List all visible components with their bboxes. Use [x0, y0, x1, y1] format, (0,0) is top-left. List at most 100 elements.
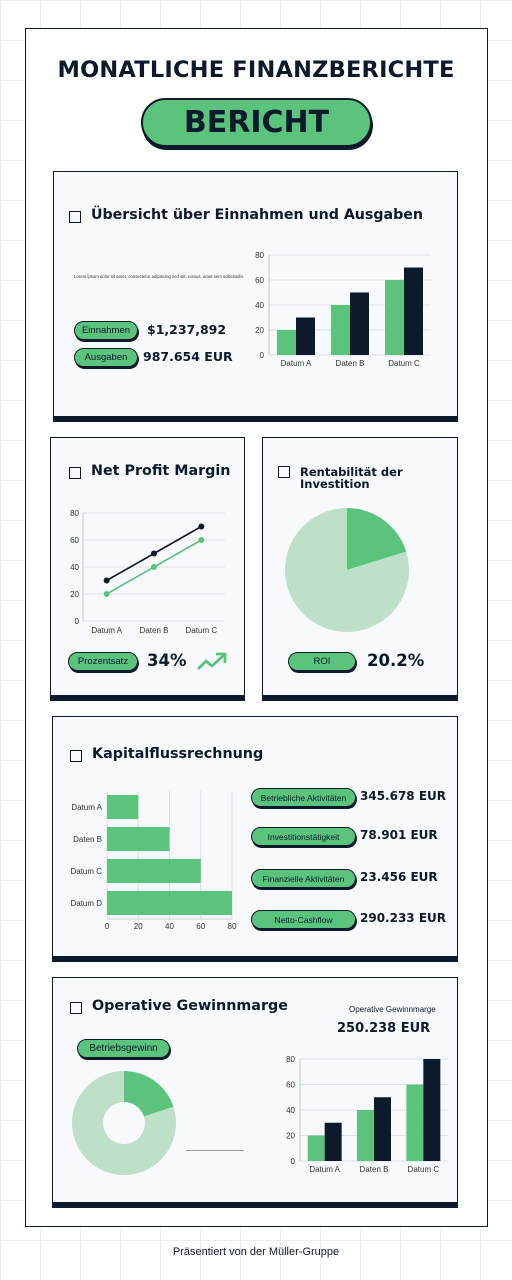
expense-pill: Ausgaben [74, 348, 138, 367]
y-tick-label: 60 [70, 536, 79, 545]
y-tick-label: 40 [70, 563, 79, 572]
data-point [103, 591, 110, 597]
divider-line [186, 1150, 244, 1151]
roi-value: 20.2% [367, 651, 425, 670]
x-tick-label: 60 [196, 922, 205, 931]
income-pill: Einnahmen [74, 321, 138, 340]
data-point [151, 564, 157, 570]
y-tick-label: 60 [286, 1081, 295, 1090]
x-tick-label: Datum A [309, 1165, 340, 1174]
bar [406, 1084, 424, 1161]
cashflow-pill-financing: Finanzielle Aktivitäten [251, 869, 356, 888]
overview-description: Lorem ipsum dolor sit amet, consectetur … [74, 274, 245, 279]
bar [307, 1135, 325, 1161]
bar [107, 827, 170, 851]
bar [385, 280, 404, 355]
bar [357, 1110, 374, 1161]
x-tick-label: 40 [165, 922, 174, 931]
net-profit-title: Net Profit Margin [69, 463, 230, 479]
data-point [198, 537, 205, 543]
x-tick-label: Datum C [388, 359, 420, 368]
operating-card: Operative Gewinnmarge Operative Gewinnma… [52, 977, 458, 1208]
y-tick-label: 60 [255, 276, 264, 285]
cashflow-pill-net: Netto-Cashflow [251, 910, 356, 929]
x-tick-label: Datum C [408, 1165, 440, 1174]
net-profit-value: 34% [147, 651, 187, 670]
operating-caption: Operative Gewinnmarge [349, 1005, 436, 1014]
bar [296, 317, 315, 355]
y-tick-label: 80 [70, 509, 79, 518]
operating-value: 250.238 EUR [337, 1021, 431, 1036]
checkbox-icon [278, 466, 290, 478]
y-tick-label: Datum D [70, 899, 102, 908]
data-point [103, 577, 110, 584]
x-tick-label: Datum A [91, 626, 122, 635]
report-badge: BERICHT [141, 98, 372, 147]
y-tick-label: 0 [260, 351, 265, 360]
pie-slice [347, 508, 407, 570]
bar [404, 267, 423, 355]
y-tick-label: 80 [255, 251, 264, 260]
y-tick-label: 40 [255, 301, 264, 310]
cashflow-bar-chart: 0 20 40 60 80 Datum A Daten B Datum C Datum D [70, 791, 237, 931]
operating-profit-pill: Betriebsgewinn [77, 1039, 170, 1058]
operating-bar-chart: 0 20 40 60 80 Datum A Daten B Datum C [286, 1055, 448, 1174]
expense-value: 987.654 EUR [143, 349, 233, 364]
overview-card: Übersicht über Einnahmen und Ausgaben Lo… [53, 171, 458, 422]
bar [107, 859, 201, 883]
cashflow-value-operating: 345.678 EUR [360, 789, 447, 803]
y-tick-label: 0 [291, 1157, 296, 1166]
cashflow-title: Kapitalflussrechnung [70, 746, 263, 762]
y-tick-label: 80 [286, 1055, 295, 1064]
bar [107, 891, 232, 915]
x-tick-label: Datum C [186, 626, 218, 635]
checkbox-icon [70, 1002, 82, 1014]
cashflow-pill-operating: Betriebliche Aktivitäten [251, 788, 356, 807]
bar [331, 305, 350, 355]
data-point [151, 550, 157, 557]
pie-slice [285, 508, 409, 632]
cashflow-value-investing: 78.901 EUR [360, 828, 438, 842]
page-title: MONATLICHE FINANZBERICHTE [57, 57, 455, 83]
cashflow-value-net: 290.233 EUR [360, 911, 447, 925]
footer-credit: Präsentiert von der Müller-Gruppe [172, 1246, 340, 1258]
net-profit-card: Net Profit Margin 0 20 40 60 80 Datum A Daten … [50, 437, 245, 701]
x-tick-label: 80 [228, 922, 237, 931]
checkbox-icon [70, 750, 82, 762]
y-tick-label: 20 [286, 1132, 295, 1141]
x-tick-label: 0 [105, 922, 110, 931]
x-tick-label: Daten B [140, 626, 169, 635]
bar [374, 1097, 391, 1161]
checkbox-icon [69, 467, 81, 479]
cashflow-pill-investing: Investitionstätigkeit [251, 827, 356, 846]
bar [423, 1059, 441, 1161]
bar [277, 330, 296, 355]
x-tick-label: Datum A [281, 359, 312, 368]
income-value: $1,237,892 [147, 322, 227, 337]
bar [350, 292, 369, 355]
overview-bar-chart: 0 20 40 60 80 Datum A Daten B Datum C [255, 251, 431, 368]
bar [324, 1122, 342, 1161]
checkbox-icon [69, 211, 81, 223]
y-tick-label: Datum C [70, 867, 102, 876]
bar [107, 795, 139, 819]
y-tick-label: 20 [70, 590, 79, 599]
x-tick-label: Daten B [336, 359, 365, 368]
operating-title: Operative Gewinnmarge [70, 998, 288, 1014]
donut-hole [103, 1102, 145, 1144]
y-tick-label: Daten B [73, 835, 102, 844]
cashflow-card: Kapitalflussrechnung 0 20 40 60 80 Datum A Dat… [52, 716, 458, 962]
roi-title: Rentabilität der Investition [278, 466, 410, 490]
x-tick-label: 20 [134, 922, 143, 931]
roi-card: Rentabilität der Investition ROI 20.2% [262, 437, 458, 701]
y-tick-label: 20 [255, 326, 264, 335]
overview-title: Übersicht über Einnahmen und Ausgaben [69, 207, 423, 223]
x-tick-label: Daten B [360, 1165, 389, 1174]
y-tick-label: 0 [75, 617, 80, 626]
data-point [198, 523, 205, 530]
roi-pill: ROI [288, 652, 356, 671]
y-tick-label: Datum A [71, 803, 102, 812]
percentage-pill: Prozentsatz [68, 652, 138, 671]
roi-pie-chart [285, 508, 409, 632]
net-profit-line-chart: 0 20 40 60 80 Datum A Daten B Datum C [70, 509, 225, 635]
